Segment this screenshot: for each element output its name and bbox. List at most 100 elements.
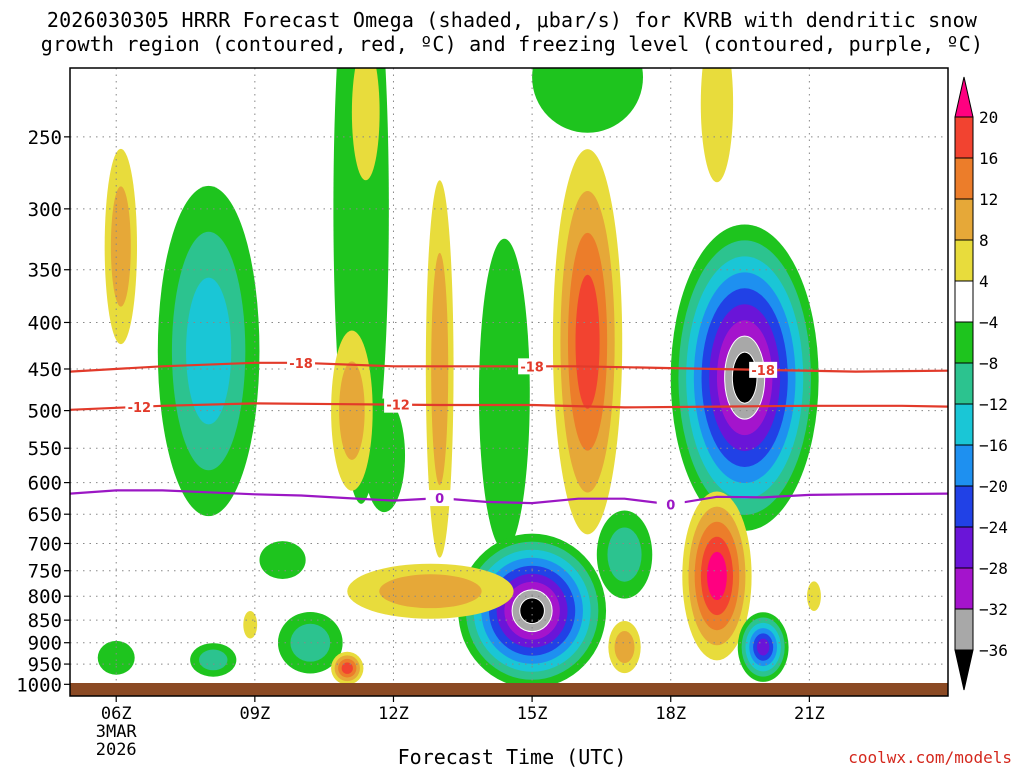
colorbar-label-3: 8: [979, 231, 989, 250]
contour-freezing-0-label-bg-1: [656, 496, 685, 513]
colorbar-label-13: −36: [979, 641, 1008, 660]
omega-neg-20z-lowlevel: [737, 612, 789, 682]
y-tick-label-650: 650: [28, 504, 62, 526]
contour-dgz-minus12-label-bg-0: [125, 398, 154, 415]
colorbar-label-6: −8: [979, 354, 998, 373]
y-tick-label-850: 850: [28, 610, 62, 632]
omega-pos-06z-high-level-8: [110, 186, 131, 307]
colorbar-label-11: −28: [979, 559, 1008, 578]
contour-layer: -18 -18 -18 -12 -12 0 0: [70, 354, 948, 513]
omega-pos-16z-column-level-16: [575, 274, 600, 409]
y-tick-label-550: 550: [28, 438, 62, 460]
colorbar-bottom-triangle: [954, 649, 974, 691]
omega-neg-08z-column: [157, 185, 260, 517]
omega-neg-12z-mid-level-m4: [363, 398, 406, 513]
omega-neg-20z-lowlevel-level-m24: [756, 638, 770, 656]
ground-surface-band: [70, 683, 948, 696]
contour-dgz-minus12-label-0: -12: [128, 401, 152, 416]
omega-neg-14z-column: [478, 238, 530, 551]
omega-pos-19z-top: [700, 68, 734, 183]
omega-neg-16z-top: [532, 68, 643, 133]
omega-pos-11z-topband-level-4: [351, 68, 380, 181]
contour-dgz-minus18-label-2: -18: [751, 364, 775, 379]
omega-pos-11z-mid-level-8: [339, 361, 365, 460]
contour-freezing-0-label-1: 0: [666, 498, 675, 513]
x-tick-label-15Z: 15Z: [517, 704, 548, 724]
colorbar-label-4: 4: [979, 272, 989, 291]
colorbar-label-10: −24: [979, 518, 1008, 537]
colorbar-bin-7: [954, 362, 974, 405]
colorbar-bin-5: [954, 280, 974, 323]
colorbar-bin-12: [954, 567, 974, 610]
y-tick-label-600: 600: [28, 473, 62, 495]
x-tick-date-label: 3MAR: [96, 722, 138, 742]
colorbar-bin-6: [954, 321, 974, 364]
x-tick-year-label: 2026: [96, 740, 137, 760]
omega-pos-17z-lowlevel-level-8: [614, 631, 635, 664]
colorbar-top-triangle: [954, 76, 974, 118]
omega-neg-14z-column-level-m4: [478, 238, 530, 551]
omega-neg-06z-lowlevel: [97, 640, 135, 675]
omega-neg-12z-mid: [363, 398, 406, 513]
omega-pos-09z-lowlevel: [243, 610, 258, 639]
y-tick-label-1000: 1000: [16, 674, 62, 696]
chart-title-line-1: 2026030305 HRRR Forecast Omega (shaded, …: [46, 8, 978, 32]
y-tick-label-250: 250: [28, 127, 62, 149]
omega-pos-09z-lowlevel-level-4: [243, 610, 258, 639]
plot-area: -18 -18 -18 -12 -12 0 0: [70, 68, 948, 696]
x-tick-label-21Z: 21Z: [794, 704, 825, 724]
y-tick-label-450: 450: [28, 359, 62, 381]
contour-dgz-minus18-label-bg-2: [749, 361, 778, 378]
contour-dgz-minus12: [70, 402, 948, 411]
x-tick-label-06Z: 06Z: [101, 704, 132, 724]
x-tick-label-12Z: 12Z: [378, 704, 409, 724]
omega-neg-06z-lowlevel-level-m4: [97, 640, 135, 675]
omega-pos-11z-lowlevel-level-16: [341, 662, 353, 674]
grid-layer: [70, 68, 948, 696]
contour-freezing-0: [70, 489, 948, 506]
omega-pos-06z-high: [104, 148, 138, 345]
omega-pos-13z-column-level-8: [431, 252, 449, 486]
y-tick-label-300: 300: [28, 199, 62, 221]
omega-pos-19z-lowlevel-level-20: [707, 551, 727, 601]
omega-pos-22z-lowlevel: [807, 581, 821, 612]
contour-freezing-0-label-0: 0: [435, 492, 444, 507]
colorbar-bin-9: [954, 444, 974, 487]
contour-dgz-minus18-label-0: -18: [289, 357, 313, 372]
omega-neg-16z-top-level-m4: [532, 68, 643, 133]
contour-freezing-0-label-bg-0: [425, 490, 454, 507]
colorbar-bin-13: [954, 608, 974, 651]
x-tick-label-09Z: 09Z: [239, 704, 270, 724]
colorbar-label-8: −16: [979, 436, 1008, 455]
omega-pos-19z-lowlevel: [682, 491, 752, 661]
colorbar-bin-10: [954, 485, 974, 528]
y-tick-label-400: 400: [28, 312, 62, 334]
chart-title-line-2: growth region (contoured, red, ºC) and f…: [40, 32, 984, 56]
omega-neg-17z-lowlevel: [596, 510, 653, 599]
colorbar: 20 16 12 8 4 −4 −8 −12 −16 −20 −24 −28 −32 −36: [954, 76, 1008, 691]
omega-neg-15z-lowlevel-level-m36: [519, 597, 545, 625]
x-axis-label: Forecast Time (UTC): [397, 745, 627, 769]
colorbar-bin-2: [954, 157, 974, 200]
omega-pos-16z-column: [552, 149, 623, 535]
omega-pos-13z-lowlevel: [347, 563, 514, 619]
omega-neg-10z-lowlevel-level-m8: [290, 623, 331, 662]
x-tick-label-18Z: 18Z: [655, 704, 686, 724]
y-tick-label-800: 800: [28, 586, 62, 608]
omega-pos-11z-topband: [351, 68, 380, 181]
colorbar-bin-11: [954, 526, 974, 569]
y-tick-label-750: 750: [28, 561, 62, 583]
colorbar-label-5: −4: [979, 313, 998, 332]
y-axis: 2503003504004505005506006507007508008509…: [16, 127, 70, 696]
y-tick-label-950: 950: [28, 654, 62, 676]
omega-pos-13z-column: [425, 180, 454, 558]
colorbar-bin-1: [954, 116, 974, 159]
omega-pos-13z-lowlevel-level-8: [379, 574, 482, 609]
omega-neg-09z-lowlevel-level-m4: [259, 541, 306, 579]
omega-neg-17z-lowlevel-level-m8: [607, 527, 642, 582]
colorbar-label-12: −32: [979, 600, 1008, 619]
contour-dgz-minus18: [70, 361, 948, 373]
y-tick-label-900: 900: [28, 633, 62, 655]
omega-pos-11z-mid: [331, 330, 373, 491]
